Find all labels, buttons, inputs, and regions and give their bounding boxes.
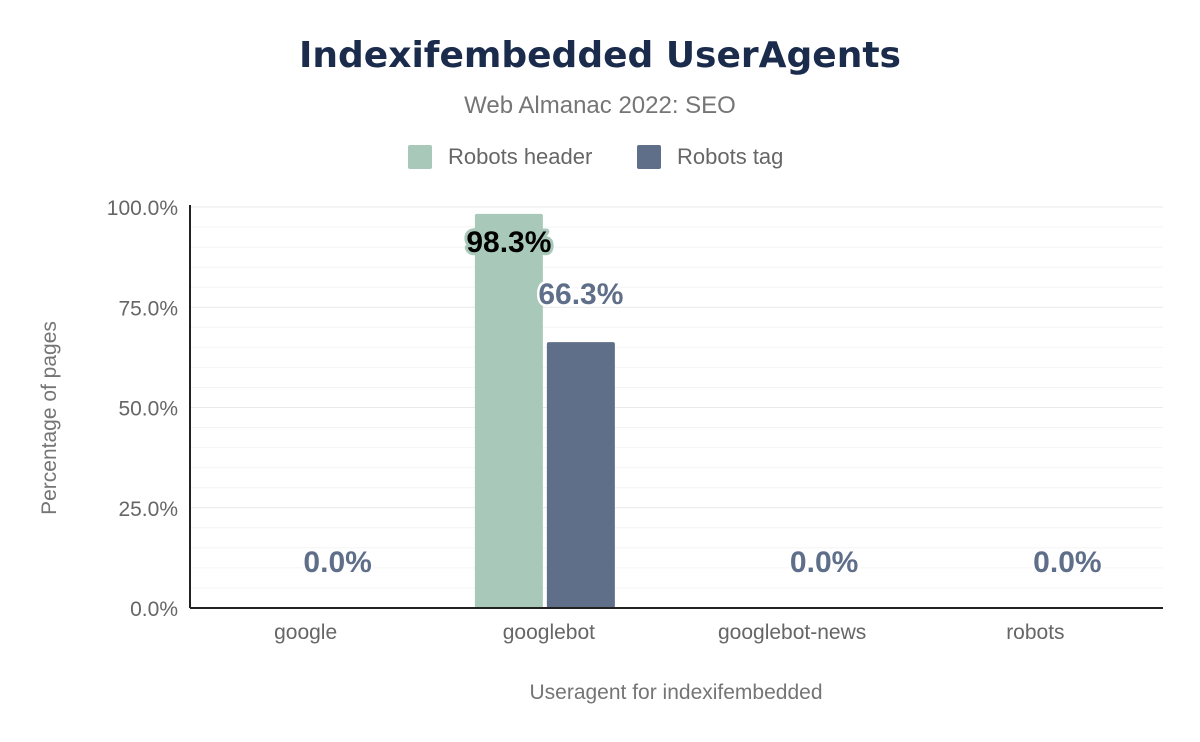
x-tick-labels: google googlebot googlebot-news robots	[274, 621, 1064, 644]
y-tick-label: 100.0%	[107, 197, 178, 220]
y-tick-label: 75.0%	[118, 297, 178, 320]
bar	[474, 213, 543, 608]
legend-swatch	[408, 145, 432, 169]
legend-label: Robots header	[448, 144, 592, 169]
bars	[474, 213, 615, 608]
y-tick-labels: 0.0% 25.0% 50.0% 75.0% 100.0%	[107, 197, 178, 621]
data-label: 98.3%	[466, 226, 551, 259]
axes	[189, 205, 1163, 609]
gridlines	[190, 206, 1163, 589]
y-axis-title: Percentage of pages	[38, 321, 61, 515]
x-tick-label: google	[274, 621, 337, 644]
x-tick-label: robots	[1006, 621, 1064, 644]
bar	[546, 342, 615, 608]
data-label: 0.0%	[303, 546, 371, 579]
y-tick-label: 25.0%	[118, 498, 178, 521]
legend-swatch	[637, 145, 661, 169]
y-tick-label: 50.0%	[118, 398, 178, 421]
x-tick-label: googlebot-news	[718, 621, 866, 644]
x-axis-title: Useragent for indexifembedded	[529, 681, 822, 704]
data-labels: 0.0% 98.3% 66.3% 0.0% 0.0%	[301, 223, 1104, 582]
data-label: 66.3%	[538, 278, 623, 311]
data-label: 0.0%	[790, 546, 858, 579]
legend-label: Robots tag	[677, 144, 783, 169]
data-label: 0.0%	[1033, 546, 1101, 579]
x-tick-label: googlebot	[503, 621, 595, 644]
legend: Robots header Robots tag	[408, 144, 783, 169]
chart-title: Indexifembedded UserAgents	[299, 35, 901, 76]
chart-subtitle: Web Almanac 2022: SEO	[464, 92, 736, 119]
y-tick-label: 0.0%	[130, 598, 178, 621]
